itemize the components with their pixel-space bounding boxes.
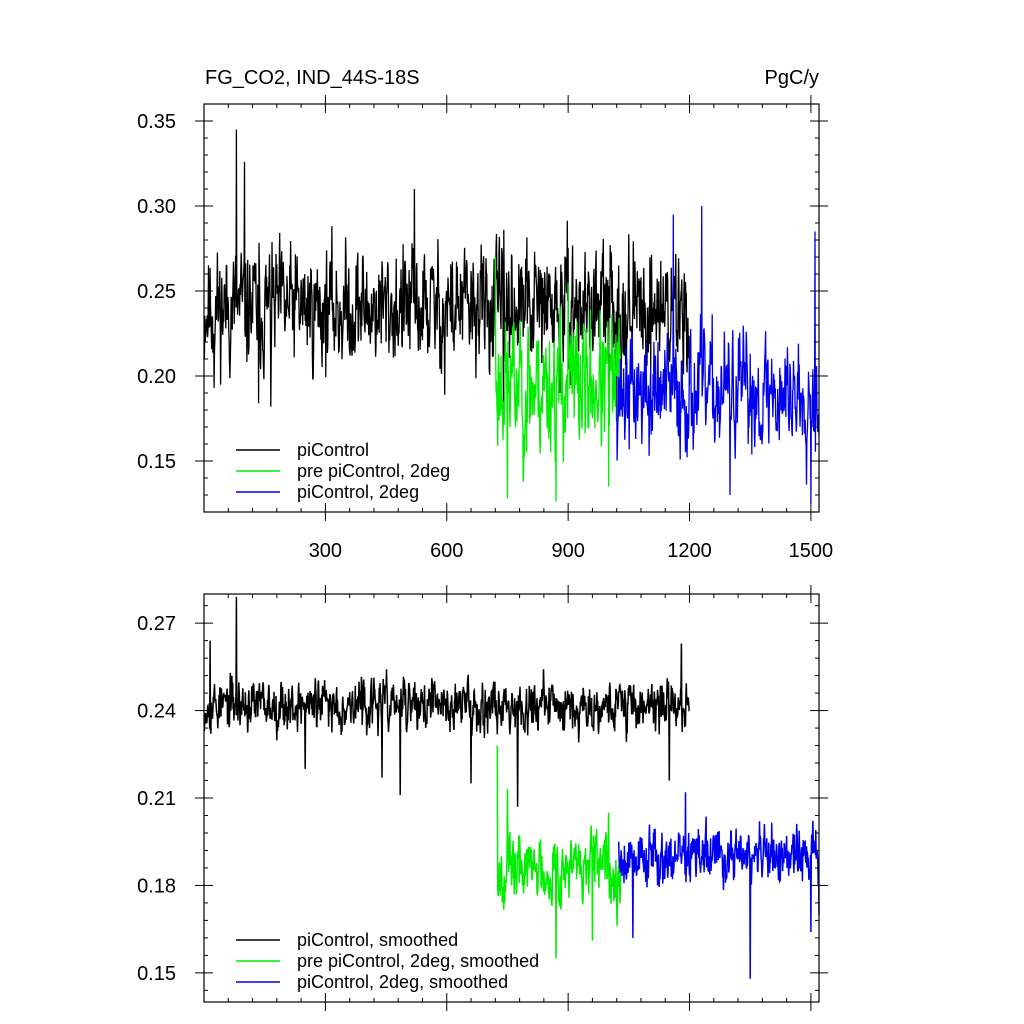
x-tick-label: 600 <box>430 540 463 562</box>
x-tick-label: 900 <box>551 540 584 562</box>
y-tick-label: 0.30 <box>137 196 176 218</box>
top-chart-units: PgC/y <box>765 67 819 89</box>
legend-label-1: pre piControl, 2deg <box>297 461 450 481</box>
y-tick-label: 0.25 <box>137 281 176 303</box>
top-x-axis: 300 600 900 1200 1500 <box>227 95 834 562</box>
y-tick-label: 0.24 <box>137 701 176 723</box>
x-tick-label: 1200 <box>667 540 712 562</box>
legend-label-0: piControl, smoothed <box>297 930 458 950</box>
y-tick-label: 0.35 <box>137 111 176 133</box>
y-tick-label: 0.27 <box>137 613 176 635</box>
x-tick-label: 300 <box>309 540 342 562</box>
series-line-2 <box>616 205 820 504</box>
y-tick-label: 0.20 <box>137 366 176 388</box>
top-chart-title: FG_CO2, IND_44S-18S <box>205 67 420 89</box>
y-tick-label: 0.15 <box>137 963 176 985</box>
bottom-panel: 0.15 0.18 0.21 0.24 0.27 piControl, smoothed… <box>137 585 828 1011</box>
series-line-2 <box>617 792 820 979</box>
legend-label-2: piControl, 2deg <box>297 482 419 502</box>
series-line-1 <box>496 745 622 959</box>
top-y-axis: 0.15 0.20 0.25 0.30 0.35 <box>137 103 828 496</box>
legend-label-2: piControl, 2deg, smoothed <box>297 972 508 992</box>
bottom-x-axis <box>227 585 812 1011</box>
bottom-series-group <box>203 596 820 979</box>
bottom-y-axis: 0.15 0.18 0.21 0.24 0.27 <box>137 605 828 991</box>
x-tick-label: 1500 <box>789 540 834 562</box>
top-panel: FG_CO2, IND_44S-18S PgC/y 300 600 900 1200 1… <box>137 67 833 562</box>
y-tick-label: 0.15 <box>137 451 176 473</box>
top-series-group <box>203 129 820 504</box>
y-tick-label: 0.18 <box>137 875 176 897</box>
legend-label-1: pre piControl, 2deg, smoothed <box>297 951 539 971</box>
series-line-1 <box>494 256 622 502</box>
y-tick-label: 0.21 <box>137 788 176 810</box>
legend-label-0: piControl <box>297 440 369 460</box>
series-line-0 <box>203 596 690 807</box>
